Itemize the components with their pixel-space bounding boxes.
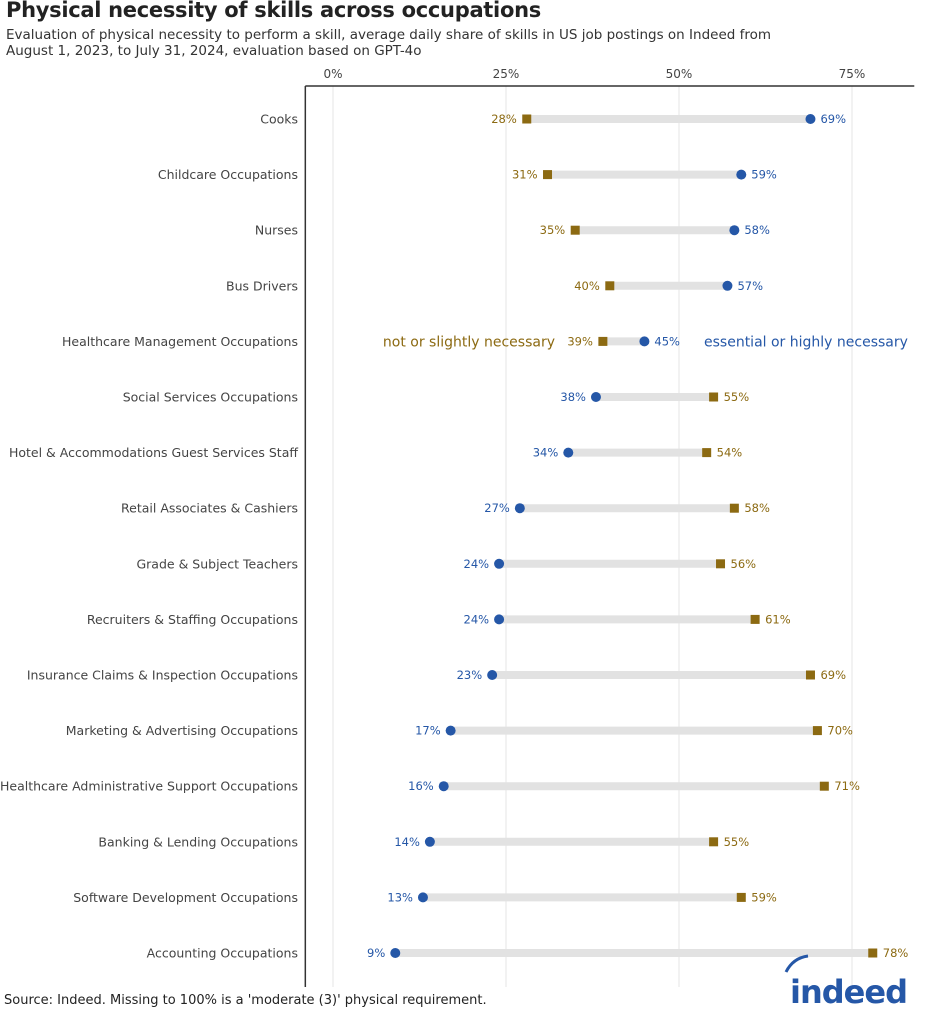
not-necessary-marker <box>605 281 615 291</box>
essential-marker <box>438 781 449 792</box>
not-necessary-label: 78% <box>883 946 909 960</box>
essential-marker <box>729 225 740 236</box>
essential-label: 24% <box>464 557 490 571</box>
essential-label: 23% <box>457 668 483 682</box>
essential-marker <box>494 614 505 625</box>
category-label: Bus Drivers <box>226 278 298 293</box>
category-label: Nurses <box>255 223 298 238</box>
annotation-not-necessary: not or slightly necessary <box>383 334 555 350</box>
essential-marker <box>390 948 401 958</box>
source-note: Source: Indeed. Missing to 100% is a 'mo… <box>4 993 487 1008</box>
not-necessary-label: 55% <box>724 390 750 404</box>
not-necessary-label: 39% <box>567 334 593 348</box>
not-necessary-label: 69% <box>820 668 846 682</box>
x-tick-label: 0% <box>323 67 342 81</box>
essential-marker <box>563 447 574 458</box>
essential-marker <box>417 892 428 903</box>
not-necessary-marker <box>812 726 822 736</box>
essential-label: 9% <box>367 946 385 960</box>
not-necessary-marker <box>598 336 608 346</box>
essential-marker <box>487 670 498 680</box>
category-label: Social Services Occupations <box>123 390 298 405</box>
not-necessary-label: 35% <box>540 223 566 237</box>
essential-label: 38% <box>560 390 586 404</box>
x-tick-label: 50% <box>666 67 693 81</box>
not-necessary-label: 71% <box>834 779 860 793</box>
not-necessary-marker <box>543 170 553 180</box>
not-necessary-marker <box>729 503 739 513</box>
x-tick-label: 25% <box>493 67 520 81</box>
not-necessary-marker <box>716 559 726 569</box>
not-necessary-label: 54% <box>717 446 743 460</box>
not-necessary-label: 55% <box>724 835 750 849</box>
category-label: Recruiters & Staffing Occupations <box>87 612 298 627</box>
category-label: Healthcare Administrative Support Occupa… <box>0 779 298 794</box>
essential-label: 34% <box>533 446 559 460</box>
not-necessary-marker <box>805 670 815 680</box>
category-label: Hotel & Accommodations Guest Services St… <box>9 445 298 460</box>
not-necessary-label: 61% <box>765 612 791 626</box>
not-necessary-label: 58% <box>744 501 770 515</box>
category-label: Retail Associates & Cashiers <box>121 501 298 516</box>
essential-marker <box>590 392 601 402</box>
essential-label: 13% <box>387 890 413 904</box>
essential-label: 59% <box>751 168 777 182</box>
essential-label: 69% <box>820 112 846 126</box>
not-necessary-label: 70% <box>827 724 853 738</box>
essential-marker <box>722 280 733 291</box>
essential-label: 16% <box>408 779 434 793</box>
not-necessary-marker <box>522 114 532 124</box>
chart-subtitle: Evaluation of physical necessity to perf… <box>6 27 772 59</box>
not-necessary-label: 59% <box>751 890 777 904</box>
essential-marker <box>639 336 650 347</box>
essential-marker <box>424 836 435 847</box>
essential-label: 24% <box>464 612 490 626</box>
category-label: Insurance Claims & Inspection Occupation… <box>27 668 298 683</box>
not-necessary-marker <box>709 837 719 847</box>
essential-marker <box>805 114 816 124</box>
not-necessary-marker <box>736 892 746 902</box>
category-label: Cooks <box>260 112 298 127</box>
x-tick-label: 75% <box>839 67 866 81</box>
category-label: Banking & Lending Occupations <box>98 834 298 849</box>
not-necessary-label: 56% <box>731 557 757 571</box>
essential-marker <box>736 169 747 180</box>
not-necessary-label: 28% <box>491 112 517 126</box>
not-necessary-label: 31% <box>512 168 538 182</box>
not-necessary-marker <box>709 392 719 402</box>
not-necessary-marker <box>819 781 829 791</box>
annotation-essential: essential or highly necessary <box>704 334 908 350</box>
not-necessary-marker <box>702 448 712 458</box>
essential-label: 27% <box>484 501 510 515</box>
category-label: Healthcare Management Occupations <box>62 334 298 349</box>
essential-label: 57% <box>737 279 763 293</box>
category-label: Software Development Occupations <box>73 890 298 905</box>
essential-label: 58% <box>744 223 770 237</box>
category-label: Marketing & Advertising Occupations <box>66 723 298 738</box>
essential-label: 17% <box>415 724 441 738</box>
essential-marker <box>494 558 505 569</box>
category-label: Accounting Occupations <box>147 946 298 961</box>
essential-marker <box>445 725 456 736</box>
essential-label: 14% <box>394 835 420 849</box>
not-necessary-marker <box>868 948 878 958</box>
not-necessary-label: 40% <box>574 279 600 293</box>
category-label: Grade & Subject Teachers <box>136 556 298 571</box>
not-necessary-marker <box>570 225 580 235</box>
not-necessary-marker <box>750 614 760 624</box>
category-label: Childcare Occupations <box>158 167 298 182</box>
essential-marker <box>514 503 525 514</box>
chart-title: Physical necessity of skills across occu… <box>6 0 541 22</box>
essential-label: 45% <box>654 334 680 348</box>
